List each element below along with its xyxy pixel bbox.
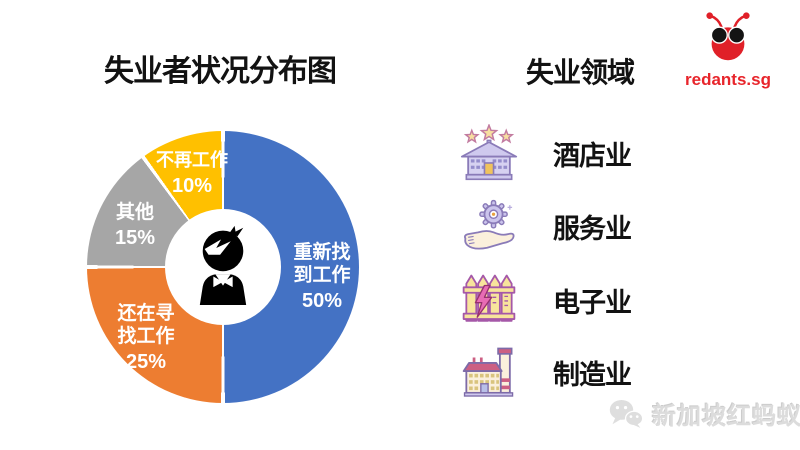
slice-label-line: 其他: [115, 202, 154, 223]
ant-icon: [706, 12, 750, 61]
redants-logo: redants.sg: [666, 12, 790, 90]
slice-label-others: 其他 15%: [95, 201, 175, 251]
slice-label-line: 不再工作: [156, 150, 228, 170]
slice-label-line: 还在寻: [117, 303, 175, 324]
service-icon: [464, 199, 515, 250]
slice-label-line: 到工作: [293, 265, 351, 287]
sector-item-manufacturing: 制造业: [460, 343, 632, 401]
slice-label-no-longer-working: 不再工作 10%: [139, 150, 245, 198]
slice-label-line: 找工作: [117, 326, 175, 348]
person-icon: [199, 225, 247, 305]
watermark-text: 新加坡红蚂蚁: [652, 403, 800, 430]
electronics-icon: [462, 274, 516, 322]
donut-chart: [87, 131, 359, 403]
page-title: 失业者状况分布图: [104, 55, 337, 88]
factory-icon: [462, 347, 514, 397]
slice-percent: 50%: [301, 290, 343, 313]
sector-item-service: 服务业: [460, 197, 632, 255]
sector-label: 酒店业: [553, 140, 632, 171]
wechat-icon: [609, 400, 644, 428]
sector-label: 制造业: [553, 359, 632, 390]
sector-item-electronics: 电子业: [460, 271, 632, 329]
sector-label: 电子业: [553, 287, 632, 318]
slice-label-still-searching: 还在寻 找工作 25%: [97, 302, 195, 375]
watermark: 新加坡红蚂蚁: [608, 396, 800, 431]
slice-percent: 10%: [171, 174, 213, 197]
sector-item-hotel: 酒店业: [460, 124, 632, 182]
slice-percent: 15%: [114, 227, 156, 250]
hotel-icon: [460, 124, 518, 181]
slice-percent: 25%: [125, 351, 167, 374]
logo-text: redants.sg: [685, 70, 771, 89]
sector-section-title: 失业领域: [526, 57, 635, 88]
slice-label-line: 重新找: [293, 242, 351, 263]
slice-label-reemployed: 重新找 到工作 50%: [280, 241, 364, 314]
sector-label: 服务业: [553, 213, 632, 244]
